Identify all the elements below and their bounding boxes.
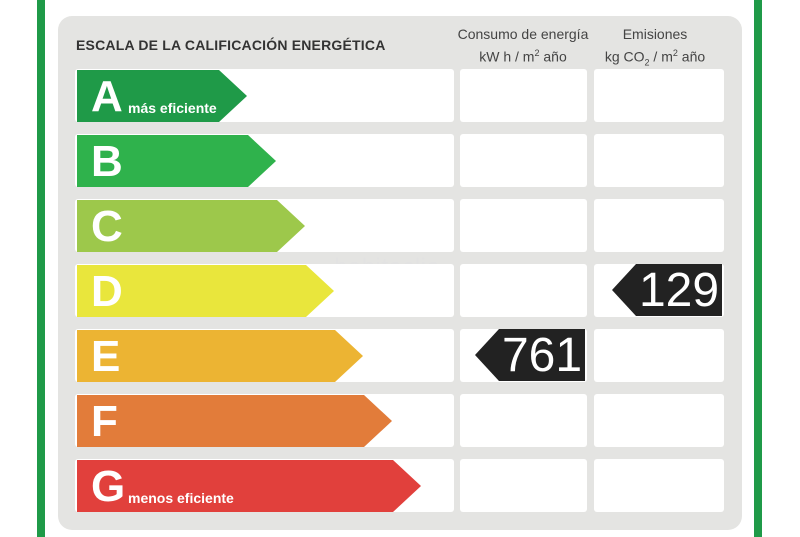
consumo-cell — [460, 134, 587, 187]
rating-row-f: F — [75, 394, 725, 447]
rating-caption: más eficiente — [128, 100, 217, 116]
left-frame-bar — [37, 0, 45, 537]
rating-arrow-shape — [77, 70, 247, 122]
scale-title: ESCALA DE LA CALIFICACIÓN ENERGÉTICA — [76, 37, 386, 53]
consumo-column-header: Consumo de energía kW h / m2 año — [452, 25, 594, 67]
emisiones-cell — [594, 134, 724, 187]
consumo-badge-value: 761 — [501, 329, 583, 382]
consumo-badge: 761 — [475, 329, 585, 382]
emisiones-header-units: kg CO2 / m2 año — [604, 48, 706, 68]
emisiones-column-header: Emisiones kg CO2 / m2 año — [592, 25, 718, 72]
rating-arrow-f: F — [77, 395, 392, 447]
emisiones-cell — [594, 459, 724, 512]
rating-letter: G — [91, 462, 126, 511]
rating-arrow-shape — [77, 395, 392, 447]
rating-arrow-b: B — [77, 135, 276, 187]
emisiones-cell — [594, 329, 724, 382]
consumo-header-line1: Consumo de energía — [457, 26, 589, 42]
rating-arrow-e: E — [77, 330, 363, 382]
rating-arrow-shape — [77, 265, 334, 317]
rating-arrow-c: C — [77, 200, 305, 252]
rating-letter: B — [91, 137, 123, 186]
emisiones-cell — [594, 199, 724, 252]
consumo-cell — [460, 69, 587, 122]
rating-caption: menos eficiente — [128, 490, 234, 506]
rating-row-d: D 129 — [75, 264, 725, 317]
rating-badge-shape — [475, 329, 585, 381]
rating-letter: A — [91, 72, 123, 121]
consumo-cell — [460, 199, 587, 252]
consumo-cell — [460, 394, 587, 447]
rating-letter: C — [91, 202, 123, 251]
rating-arrow-shape — [77, 460, 421, 512]
rating-badge-shape — [612, 264, 722, 316]
emisiones-cell — [594, 394, 724, 447]
emisiones-cell — [594, 69, 724, 122]
emisiones-badge: 129 — [612, 264, 722, 317]
rating-letter: E — [91, 332, 121, 381]
rating-arrow-shape — [77, 135, 276, 187]
rating-arrow-d: D — [77, 265, 334, 317]
emisiones-badge-value: 129 — [638, 264, 720, 317]
rating-row-b: B — [75, 134, 725, 187]
rating-letter: F — [91, 397, 118, 446]
consumo-cell — [460, 459, 587, 512]
rating-row-c: C — [75, 199, 725, 252]
rating-letter: D — [91, 267, 123, 316]
rating-row-e: E 761 — [75, 329, 725, 382]
rating-arrow-shape — [77, 330, 363, 382]
consumo-cell — [460, 264, 587, 317]
right-frame-bar — [754, 0, 762, 537]
emisiones-header-line1: Emisiones — [622, 26, 688, 42]
rating-arrow-shape — [77, 200, 305, 252]
consumo-header-units: kW h / m2 año — [479, 48, 567, 65]
